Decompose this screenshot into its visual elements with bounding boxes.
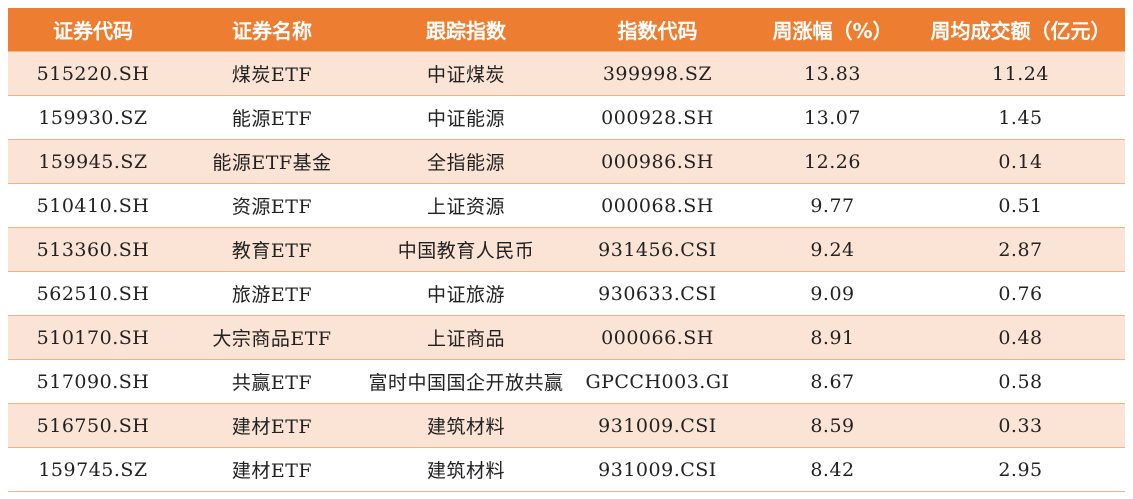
cell-index-code: 930633.CSI xyxy=(566,271,749,316)
table-row: 510170.SH 大宗商品ETF 上证商品 000066.SH 8.91 0.… xyxy=(8,315,1125,360)
cell-weekly-gain: 8.67 xyxy=(749,359,916,404)
cell-security-code: 159930.SZ xyxy=(8,95,178,140)
table-row: 159745.SZ 建材ETF 建筑材料 931009.CSI 8.42 2.9… xyxy=(8,447,1125,492)
cell-security-name: 大宗商品ETF xyxy=(178,315,366,360)
cell-security-name: 教育ETF xyxy=(178,227,366,272)
cell-security-code: 517090.SH xyxy=(8,359,178,404)
cell-security-name: 建材ETF xyxy=(178,447,366,492)
cell-tracking-index: 建筑材料 xyxy=(366,447,566,492)
table-row: 517090.SH 共赢ETF 富时中国国企开放共赢 GPCCH003.GI 8… xyxy=(8,359,1125,404)
cell-tracking-index: 上证资源 xyxy=(366,183,566,228)
cell-weekly-avg-turnover: 0.76 xyxy=(916,271,1125,316)
table-row: 513360.SH 教育ETF 中国教育人民币 931456.CSI 9.24 … xyxy=(8,227,1125,272)
cell-security-code: 510170.SH xyxy=(8,315,178,360)
cell-tracking-index: 中国教育人民币 xyxy=(366,227,566,272)
cell-tracking-index: 富时中国国企开放共赢 xyxy=(366,359,566,404)
cell-weekly-gain: 8.42 xyxy=(749,447,916,492)
cell-index-code: 931456.CSI xyxy=(566,227,749,272)
cell-weekly-avg-turnover: 0.58 xyxy=(916,359,1125,404)
cell-security-code: 515220.SH xyxy=(8,51,178,96)
cell-weekly-gain: 9.24 xyxy=(749,227,916,272)
cell-security-name: 能源ETF基金 xyxy=(178,139,366,184)
cell-weekly-gain: 9.09 xyxy=(749,271,916,316)
cell-tracking-index: 建筑材料 xyxy=(366,403,566,448)
cell-weekly-avg-turnover: 2.87 xyxy=(916,227,1125,272)
cell-security-code: 516750.SH xyxy=(8,403,178,448)
cell-weekly-avg-turnover: 0.33 xyxy=(916,403,1125,448)
cell-index-code: 000928.SH xyxy=(566,95,749,140)
table-row: 562510.SH 旅游ETF 中证旅游 930633.CSI 9.09 0.7… xyxy=(8,271,1125,316)
cell-security-code: 562510.SH xyxy=(8,271,178,316)
cell-tracking-index: 中证旅游 xyxy=(366,271,566,316)
cell-weekly-gain: 8.59 xyxy=(749,403,916,448)
header-weekly-gain: 周涨幅（%） xyxy=(749,8,916,52)
cell-weekly-gain: 13.83 xyxy=(749,51,916,96)
header-row: 证券代码 证券名称 跟踪指数 指数代码 周涨幅（%） 周均成交额（亿元） xyxy=(8,8,1125,52)
cell-security-code: 513360.SH xyxy=(8,227,178,272)
cell-security-name: 煤炭ETF xyxy=(178,51,366,96)
table-row: 516750.SH 建材ETF 建筑材料 931009.CSI 8.59 0.3… xyxy=(8,403,1125,448)
cell-security-code: 159945.SZ xyxy=(8,139,178,184)
table-row: 515220.SH 煤炭ETF 中证煤炭 399998.SZ 13.83 11.… xyxy=(8,51,1125,96)
cell-weekly-avg-turnover: 0.48 xyxy=(916,315,1125,360)
cell-weekly-avg-turnover: 0.14 xyxy=(916,139,1125,184)
cell-weekly-avg-turnover: 0.51 xyxy=(916,183,1125,228)
table-row: 510410.SH 资源ETF 上证资源 000068.SH 9.77 0.51 xyxy=(8,183,1125,228)
cell-security-name: 建材ETF xyxy=(178,403,366,448)
table-header: 证券代码 证券名称 跟踪指数 指数代码 周涨幅（%） 周均成交额（亿元） xyxy=(8,8,1125,52)
cell-security-name: 共赢ETF xyxy=(178,359,366,404)
cell-weekly-gain: 13.07 xyxy=(749,95,916,140)
etf-table-container: 证券代码 证券名称 跟踪指数 指数代码 周涨幅（%） 周均成交额（亿元） 515… xyxy=(8,8,1125,492)
cell-weekly-avg-turnover: 2.95 xyxy=(916,447,1125,492)
cell-security-name: 资源ETF xyxy=(178,183,366,228)
cell-index-code: GPCCH003.GI xyxy=(566,359,749,404)
header-weekly-avg-turnover: 周均成交额（亿元） xyxy=(916,8,1125,52)
cell-index-code: 000986.SH xyxy=(566,139,749,184)
cell-security-name: 能源ETF xyxy=(178,95,366,140)
cell-index-code: 399998.SZ xyxy=(566,51,749,96)
cell-weekly-avg-turnover: 11.24 xyxy=(916,51,1125,96)
cell-tracking-index: 上证商品 xyxy=(366,315,566,360)
cell-weekly-gain: 9.77 xyxy=(749,183,916,228)
cell-weekly-gain: 12.26 xyxy=(749,139,916,184)
header-tracking-index: 跟踪指数 xyxy=(366,8,566,52)
cell-tracking-index: 全指能源 xyxy=(366,139,566,184)
etf-weekly-gain-table: 证券代码 证券名称 跟踪指数 指数代码 周涨幅（%） 周均成交额（亿元） 515… xyxy=(8,8,1125,492)
table-body: 515220.SH 煤炭ETF 中证煤炭 399998.SZ 13.83 11.… xyxy=(8,51,1125,492)
cell-index-code: 000068.SH xyxy=(566,183,749,228)
cell-security-code: 159745.SZ xyxy=(8,447,178,492)
cell-tracking-index: 中证煤炭 xyxy=(366,51,566,96)
header-security-name: 证券名称 xyxy=(178,8,366,52)
cell-index-code: 000066.SH xyxy=(566,315,749,360)
cell-index-code: 931009.CSI xyxy=(566,403,749,448)
cell-index-code: 931009.CSI xyxy=(566,447,749,492)
cell-security-code: 510410.SH xyxy=(8,183,178,228)
cell-tracking-index: 中证能源 xyxy=(366,95,566,140)
header-security-code: 证券代码 xyxy=(8,8,178,52)
cell-weekly-avg-turnover: 1.45 xyxy=(916,95,1125,140)
table-row: 159945.SZ 能源ETF基金 全指能源 000986.SH 12.26 0… xyxy=(8,139,1125,184)
cell-weekly-gain: 8.91 xyxy=(749,315,916,360)
cell-security-name: 旅游ETF xyxy=(178,271,366,316)
table-row: 159930.SZ 能源ETF 中证能源 000928.SH 13.07 1.4… xyxy=(8,95,1125,140)
header-index-code: 指数代码 xyxy=(566,8,749,52)
